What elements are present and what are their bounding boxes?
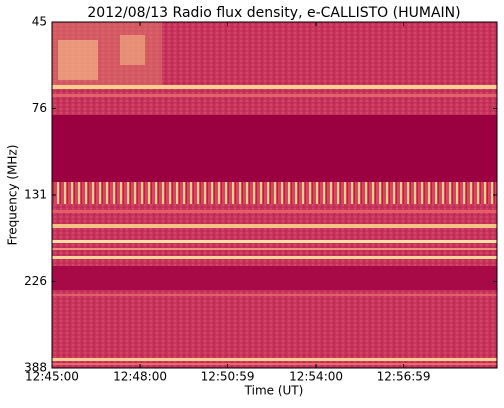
x-tick-label: 12:54:00 xyxy=(289,370,343,384)
y-tick-label: 76 xyxy=(32,101,47,115)
x-tick-label: 12:56:59 xyxy=(377,370,431,384)
x-tick-label: 12:50:59 xyxy=(201,370,255,384)
y-tick-label: 226 xyxy=(24,274,47,288)
x-tick-label: 12:48:00 xyxy=(113,370,167,384)
y-axis-label: Frequency (MHz) xyxy=(6,145,20,246)
x-tick-label: 12:45:00 xyxy=(25,370,79,384)
y-tick-label: 45 xyxy=(32,15,47,29)
x-axis-label: Time (UT) xyxy=(244,384,304,398)
spectrogram-image xyxy=(52,22,497,368)
y-tick-label: 388 xyxy=(24,361,47,375)
y-tick-label: 131 xyxy=(24,188,47,202)
chart-title: 2012/08/13 Radio flux density, e-CALLIST… xyxy=(87,5,460,21)
